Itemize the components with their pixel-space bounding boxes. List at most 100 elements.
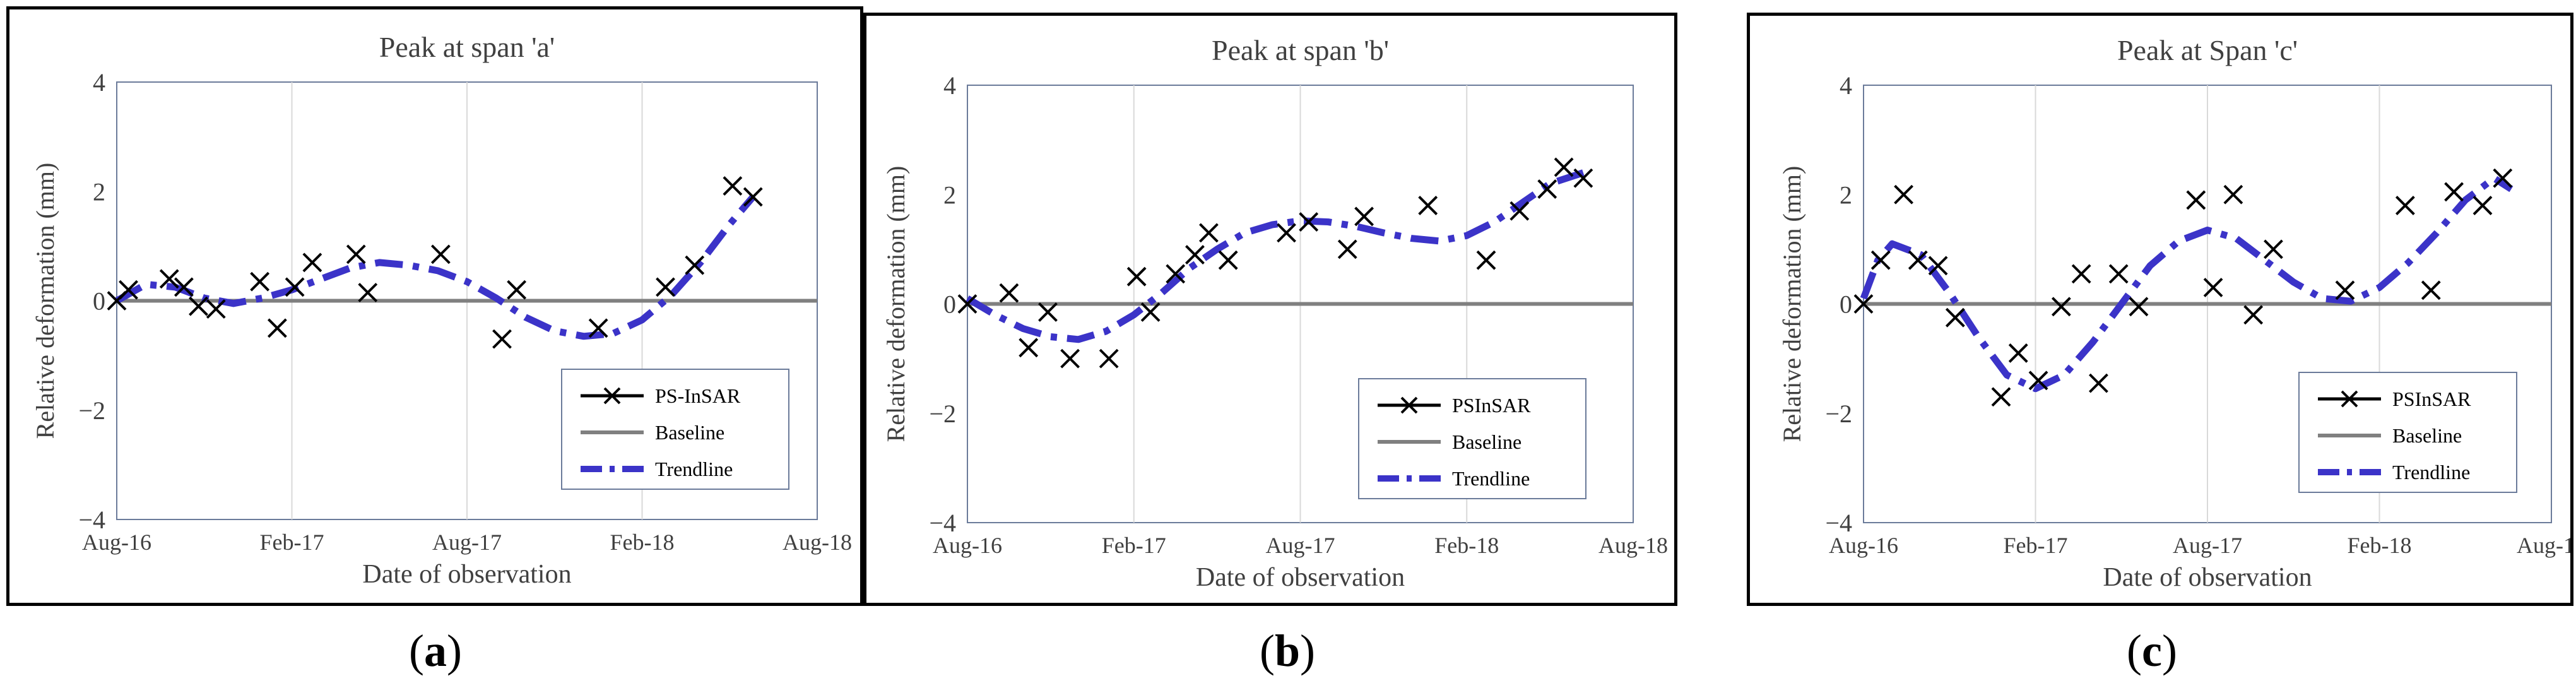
- ps-marker-stroke: [358, 283, 378, 302]
- y-tick-label: 0: [943, 290, 956, 319]
- legend-ps: PSInSAR: [2392, 388, 2471, 410]
- ps-point-marker: [1418, 196, 1438, 215]
- x-axis-label: Date of observation: [362, 560, 571, 589]
- x-tick-label: Aug-17: [2173, 533, 2242, 558]
- legend-baseline: Baseline: [2392, 424, 2462, 447]
- legend-baseline: Baseline: [1452, 430, 1521, 453]
- ps-point-marker: [119, 280, 138, 300]
- ps-point-marker: [2028, 371, 2048, 391]
- ps-marker-stroke: [346, 244, 366, 264]
- ps-point-marker: [2473, 196, 2493, 215]
- ps-marker-stroke: [2186, 190, 2206, 210]
- caption-a-letter: a: [424, 626, 447, 676]
- ps-point-marker: [1277, 223, 1296, 243]
- ps-marker-stroke: [507, 280, 527, 300]
- ps-marker-stroke: [1299, 212, 1319, 232]
- ps-point-marker: [723, 176, 743, 196]
- chart-title: Peak at Span 'c': [2117, 34, 2298, 66]
- caption-c: (c): [2127, 626, 2177, 676]
- ps-marker-stroke: [2444, 182, 2464, 202]
- x-axis-label: Date of observation: [1196, 563, 1405, 592]
- chart-title: Peak at span 'a': [379, 31, 555, 63]
- ps-marker-stroke: [1537, 179, 1557, 199]
- ps-marker-stroke: [1418, 196, 1438, 215]
- ps-marker-stroke: [2243, 305, 2264, 325]
- ps-marker-stroke: [2421, 280, 2441, 300]
- y-tick-label: 2: [93, 177, 105, 206]
- ps-point-marker: [507, 280, 527, 300]
- ps-marker-stroke: [2473, 196, 2493, 215]
- ps-point-marker: [1537, 179, 1557, 199]
- chart-c: Peak at Span 'c' Aug-16 Feb-17 Aug-17 Feb-18…: [1778, 34, 2576, 592]
- ps-marker-stroke: [588, 318, 608, 338]
- ps-marker-stroke: [1277, 223, 1296, 243]
- ps-point-marker: [1218, 250, 1238, 270]
- caption-c-letter: c: [2142, 626, 2162, 676]
- ps-marker-stroke: [492, 329, 512, 349]
- x-tick-label: Feb-17: [1102, 533, 1166, 558]
- caption-b: (b): [1259, 626, 1315, 676]
- ps-point-marker: [302, 252, 322, 273]
- ps-marker-stroke: [2493, 168, 2513, 188]
- ps-marker-stroke: [1928, 256, 1948, 276]
- ps-point-marker: [2203, 278, 2223, 297]
- ps-point-marker: [2008, 343, 2028, 363]
- ps-point-marker: [189, 296, 208, 316]
- ps-marker-stroke: [1945, 307, 1965, 328]
- ps-marker-stroke: [119, 280, 138, 300]
- ps-marker-stroke: [1554, 157, 1574, 177]
- ps-marker-stroke: [1476, 250, 1496, 270]
- ps-point-marker: [957, 294, 978, 314]
- ps-marker-stroke: [206, 299, 226, 319]
- ps-point-marker: [1554, 157, 1574, 177]
- chart-title: Peak at span 'b': [1212, 34, 1389, 66]
- ps-point-marker: [250, 271, 270, 292]
- y-tick-label: 4: [943, 71, 956, 100]
- y-tick-label: −2: [929, 400, 956, 428]
- caption-b-letter: b: [1274, 626, 1301, 676]
- ps-point-marker: [346, 244, 366, 264]
- ps-marker-stroke: [685, 255, 705, 275]
- ps-point-marker: [2051, 297, 2071, 317]
- ps-marker-stroke: [1853, 294, 1874, 314]
- ps-marker-stroke: [1126, 266, 1147, 287]
- ps-marker-stroke: [2264, 239, 2283, 259]
- y-tick-label: 4: [93, 68, 105, 97]
- trendline-series: [966, 169, 1585, 343]
- x-tick-label: Aug-16: [933, 533, 1002, 558]
- ps-marker-stroke: [1991, 387, 2011, 407]
- ps-marker-stroke: [2203, 278, 2223, 297]
- ps-marker-stroke: [1140, 302, 1161, 322]
- legend-ps-marker: [1400, 396, 1418, 414]
- ps-point-marker: [1185, 245, 1205, 264]
- ps-point-marker: [1299, 212, 1319, 232]
- x-axis-label: Date of observation: [2103, 563, 2312, 592]
- ps-marker-stroke: [1019, 338, 1039, 358]
- ps-marker-stroke: [430, 244, 451, 264]
- ps-marker-stroke: [2223, 184, 2243, 205]
- ps-marker-stroke: [1038, 302, 1058, 322]
- ps-point-marker: [743, 187, 763, 207]
- ps-marker-stroke: [2089, 373, 2108, 393]
- ps-point-marker: [1894, 184, 1913, 205]
- ps-marker-stroke: [159, 269, 179, 289]
- ps-marker-stroke: [999, 283, 1019, 303]
- y-tick-label: −2: [78, 396, 105, 425]
- ps-point-marker: [267, 318, 287, 338]
- ps-marker-stroke: [1099, 348, 1119, 369]
- y-axis-label: Relative deformation (mm): [1778, 166, 1806, 442]
- ps-marker-stroke: [2071, 264, 2091, 284]
- ps-marker-stroke: [302, 252, 322, 273]
- ps-point-marker: [2243, 305, 2264, 325]
- ps-marker-stroke: [1573, 168, 1593, 188]
- x-tick-label: Aug-18: [1598, 533, 1668, 558]
- y-tick-label: 2: [943, 181, 956, 209]
- ps-point-marker: [1099, 348, 1119, 369]
- ps-point-marker: [1166, 264, 1186, 284]
- ps-marker-stroke: [2008, 343, 2028, 363]
- y-tick-label: 0: [1840, 290, 1852, 319]
- legend-ps: PSInSAR: [1452, 394, 1531, 417]
- ps-marker-stroke: [1354, 206, 1374, 227]
- ps-marker-stroke: [656, 277, 675, 297]
- ps-point-marker: [492, 329, 512, 349]
